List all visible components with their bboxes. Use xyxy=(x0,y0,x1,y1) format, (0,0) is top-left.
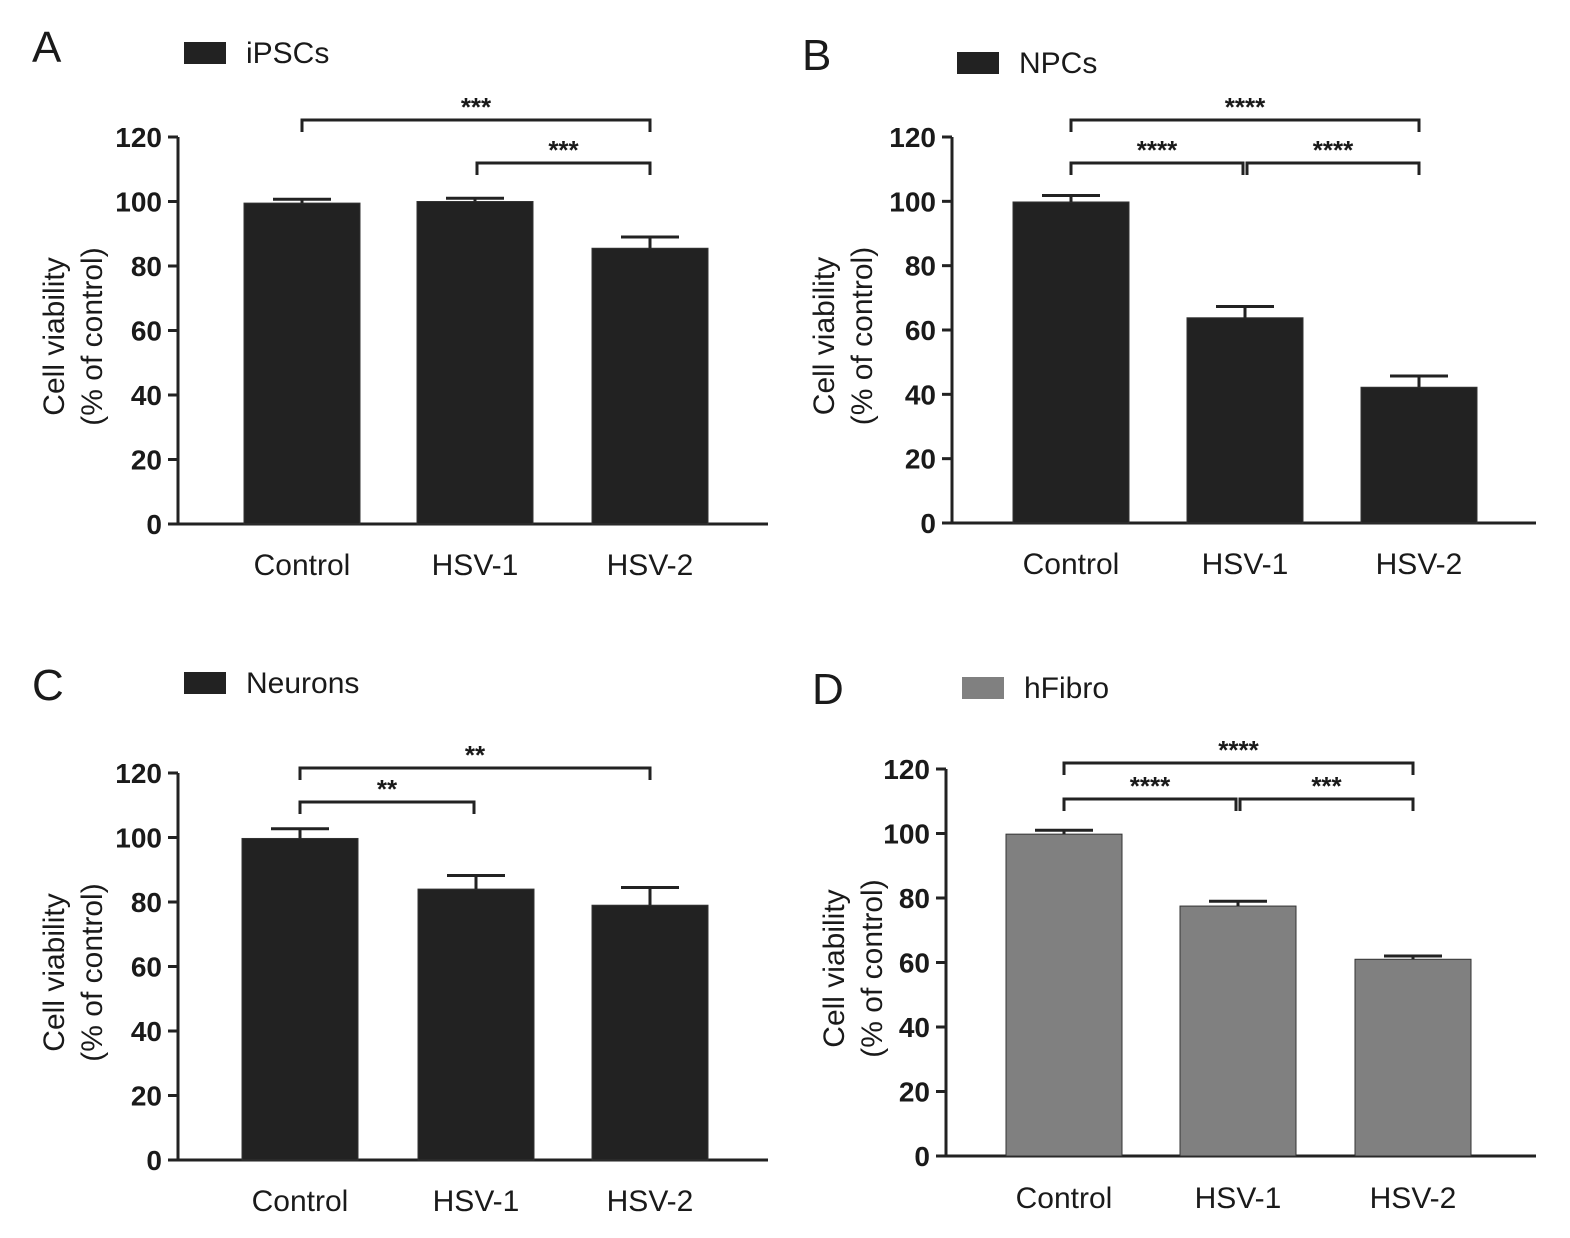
x-tick-label: HSV-1 xyxy=(1202,548,1289,581)
significance-label: **** xyxy=(1130,771,1171,801)
y-tick-label: 120 xyxy=(889,122,936,153)
y-tick-label: 20 xyxy=(905,444,936,475)
x-tick-label: HSV-1 xyxy=(1195,1182,1282,1215)
legend-swatch xyxy=(962,677,1004,699)
y-axis-label: (% of control) xyxy=(856,879,889,1057)
y-tick-label: 60 xyxy=(899,948,930,979)
significance-bracket xyxy=(298,800,476,814)
y-tick-label: 20 xyxy=(899,1077,930,1108)
bar xyxy=(243,202,361,525)
y-tick-label: 120 xyxy=(115,122,162,153)
x-tick-label: HSV-1 xyxy=(432,549,519,582)
y-axis-label: Cell viability xyxy=(808,257,841,415)
x-tick-label: HSV-2 xyxy=(607,549,694,582)
bar xyxy=(591,904,709,1161)
y-tick-label: 120 xyxy=(115,758,162,789)
significance-label: **** xyxy=(1137,135,1178,165)
significance-bracket xyxy=(1062,797,1238,811)
y-tick-label: 80 xyxy=(899,883,930,914)
y-tick-label: 20 xyxy=(131,445,162,476)
legend-label: Neurons xyxy=(246,667,359,700)
bar xyxy=(416,201,534,525)
significance-bracket xyxy=(1238,797,1415,811)
legend-label: iPSCs xyxy=(246,37,329,70)
x-tick-label: Control xyxy=(254,549,351,582)
significance-bracket xyxy=(1069,161,1245,175)
significance-bracket xyxy=(300,118,652,132)
y-axis-label: (% of control) xyxy=(76,883,109,1061)
y-tick-label: 0 xyxy=(146,1145,162,1176)
significance-bracket xyxy=(1245,161,1421,175)
bar xyxy=(417,888,535,1161)
y-tick-label: 120 xyxy=(883,754,930,785)
x-tick-label: Control xyxy=(1016,1182,1113,1215)
significance-bracket xyxy=(475,161,652,175)
bar xyxy=(1179,905,1297,1157)
y-tick-label: 0 xyxy=(920,508,936,539)
y-tick-label: 80 xyxy=(131,251,162,282)
y-tick-label: 80 xyxy=(905,251,936,282)
legend-swatch xyxy=(957,52,999,74)
y-tick-label: 60 xyxy=(131,316,162,347)
y-tick-label: 80 xyxy=(131,887,162,918)
y-tick-label: 100 xyxy=(883,819,930,850)
x-tick-label: HSV-2 xyxy=(607,1185,694,1218)
y-axis-label: Cell viability xyxy=(38,893,71,1051)
significance-label: *** xyxy=(1311,771,1342,801)
x-tick-label: Control xyxy=(252,1185,349,1218)
y-tick-label: 100 xyxy=(889,186,936,217)
bar xyxy=(1186,317,1304,524)
significance-bracket xyxy=(1069,118,1421,132)
y-tick-label: 100 xyxy=(115,187,162,218)
panel-c: C Neurons 0 20 40 60 80 100 120 Cell viability (% … xyxy=(32,661,768,1218)
significance-label: **** xyxy=(1218,735,1259,765)
legend-label: NPCs xyxy=(1019,47,1097,80)
significance-label: ** xyxy=(465,740,486,770)
panel-b: B NPCs 0 20 40 60 80 100 120 Cell viability (% of … xyxy=(802,31,1536,581)
bar xyxy=(1012,201,1130,524)
y-tick-label: 40 xyxy=(131,380,162,411)
x-tick-label: HSV-2 xyxy=(1376,548,1463,581)
significance-bracket xyxy=(298,766,652,780)
bar xyxy=(241,837,359,1161)
x-tick-label: Control xyxy=(1023,548,1120,581)
legend-swatch xyxy=(184,42,226,64)
significance-label: ** xyxy=(377,774,398,804)
y-tick-label: 40 xyxy=(131,1016,162,1047)
panel-letter: C xyxy=(32,661,64,710)
bar xyxy=(1360,386,1478,524)
bar xyxy=(1005,833,1123,1157)
y-axis-label: (% of control) xyxy=(76,247,109,425)
panel-letter: B xyxy=(802,31,831,80)
bar xyxy=(591,247,709,525)
y-tick-label: 40 xyxy=(899,1012,930,1043)
y-tick-label: 40 xyxy=(905,379,936,410)
legend-swatch xyxy=(184,672,226,694)
significance-label: *** xyxy=(461,92,492,122)
legend-label: hFibro xyxy=(1024,672,1109,705)
significance-label: **** xyxy=(1225,92,1266,122)
panel-letter: D xyxy=(812,665,844,714)
significance-bracket xyxy=(1062,761,1415,775)
y-tick-label: 0 xyxy=(914,1141,930,1172)
bar xyxy=(1354,958,1472,1157)
y-axis-label: Cell viability xyxy=(38,257,71,415)
y-axis-label: (% of control) xyxy=(846,247,879,425)
significance-label: *** xyxy=(548,135,579,165)
y-tick-label: 100 xyxy=(115,823,162,854)
x-tick-label: HSV-2 xyxy=(1370,1182,1457,1215)
y-tick-label: 60 xyxy=(905,315,936,346)
y-tick-label: 0 xyxy=(146,509,162,540)
x-tick-label: HSV-1 xyxy=(433,1185,520,1218)
significance-label: **** xyxy=(1313,135,1354,165)
y-tick-label: 20 xyxy=(131,1081,162,1112)
y-tick-label: 60 xyxy=(131,952,162,983)
panel-letter: A xyxy=(32,23,62,72)
y-axis-label: Cell viability xyxy=(818,889,851,1047)
